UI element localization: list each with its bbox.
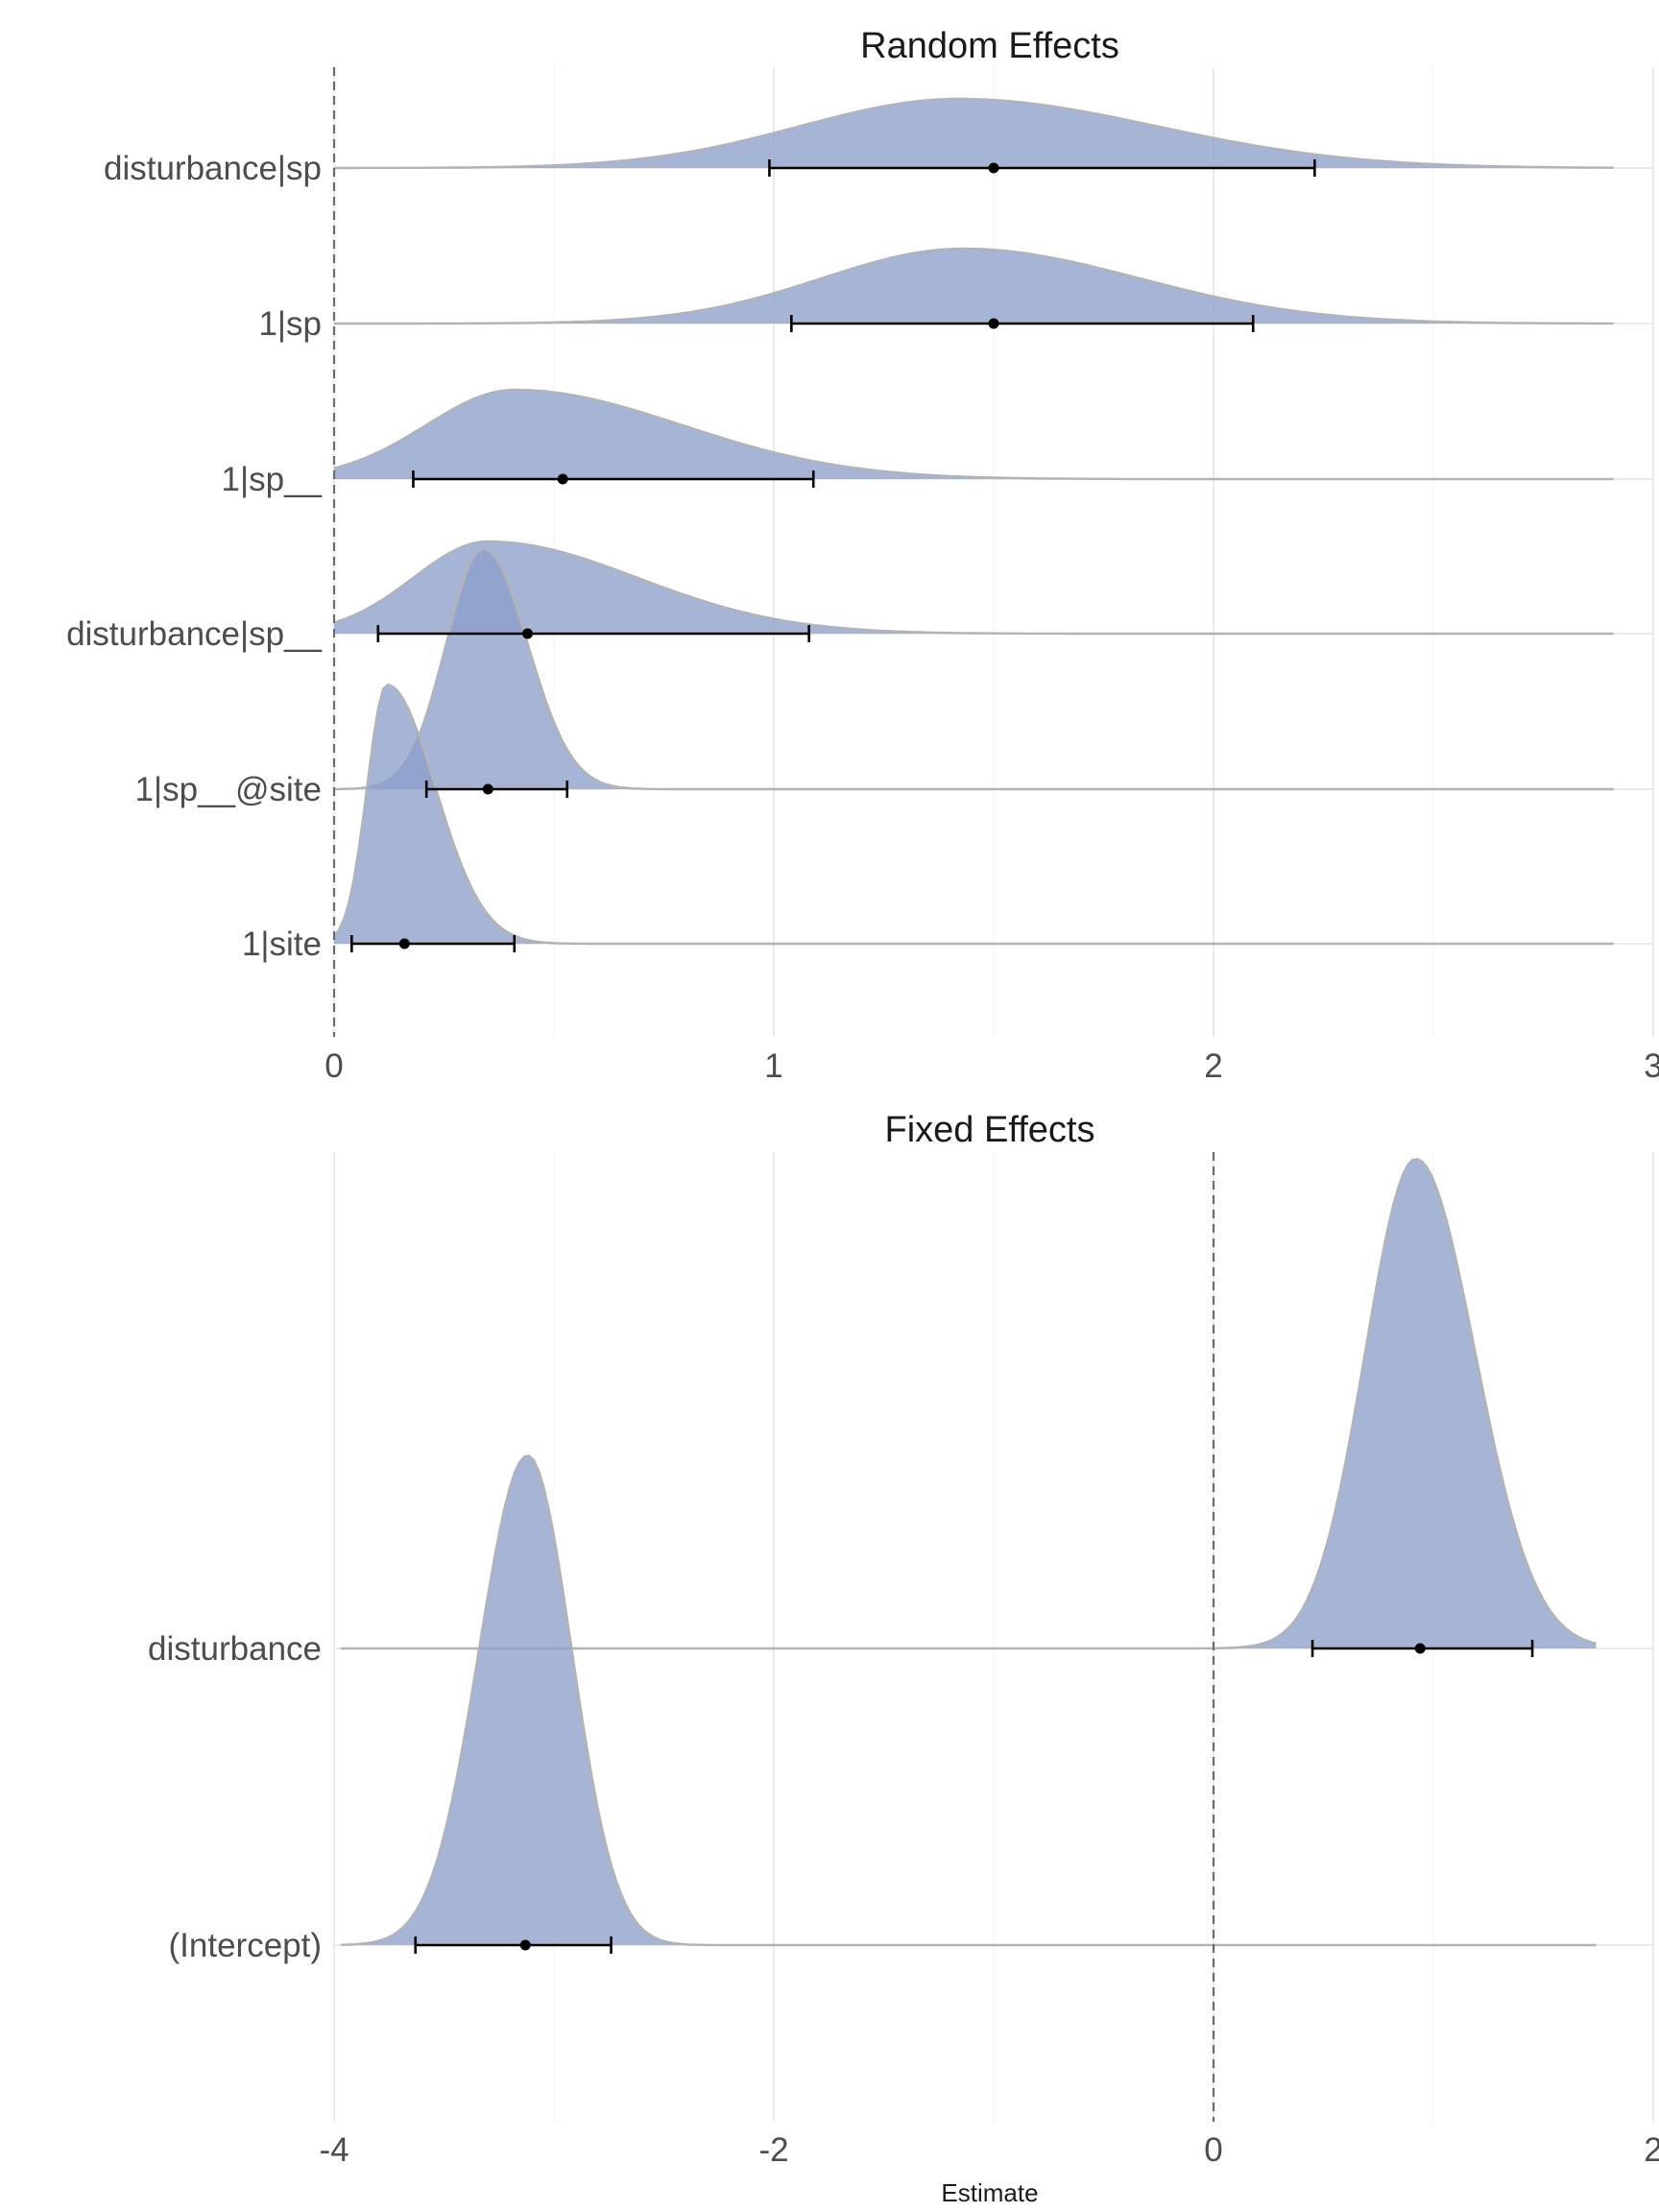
x-tick-label: 2 — [1644, 2131, 1659, 2169]
density-outline-intercept — [340, 1455, 1597, 1947]
x-tick-label: 0 — [325, 1047, 343, 1085]
density-outline-1-sp — [334, 247, 1614, 325]
estimate-point-1-sp-site — [482, 783, 493, 795]
estimate-point-disturbance-sp — [988, 162, 999, 174]
estimate-point-disturbance-sp — [522, 628, 534, 639]
estimate-point-disturbance — [1414, 1643, 1426, 1654]
estimate-point-intercept — [519, 1939, 531, 1951]
x-tick-label: 1 — [764, 1047, 782, 1085]
panel-random-effects: disturbance|sp 1|sp 1|sp__ disturbance|sp__… — [66, 67, 1659, 1085]
density-ridge-disturbance — [340, 1159, 1597, 1648]
x-tick-label: -2 — [758, 2131, 788, 2169]
density-outline-1-site — [333, 683, 1614, 946]
category-label-disturbance-sp: disturbance|sp__ — [66, 615, 322, 653]
density-ridge-disturbance-sp — [334, 541, 1614, 634]
category-label-1-sp: 1|sp__ — [222, 461, 323, 498]
fixed-effects-title: Fixed Effects — [885, 1110, 1095, 1150]
density-ridge-1-sp-site — [334, 548, 1614, 789]
category-label-1-sp: 1|sp — [258, 305, 322, 343]
category-label-intercept: (Intercept) — [169, 1927, 323, 1964]
category-label-1-sp-site: 1|sp__@site — [135, 771, 322, 808]
x-tick-label: 0 — [1204, 2131, 1222, 2169]
x-tick-label: 3 — [1644, 1047, 1659, 1085]
category-label-disturbance: disturbance — [148, 1630, 322, 1668]
estimate-point-1-site — [398, 938, 410, 950]
category-label-1-site: 1|site — [242, 926, 322, 963]
x-tick-label: 2 — [1204, 1047, 1222, 1085]
density-ridge-intercept — [340, 1455, 1597, 1945]
density-outline-disturbance-sp — [334, 97, 1614, 170]
density-ridge-1-sp — [334, 390, 1614, 479]
density-ridge-1-sp — [334, 249, 1614, 324]
random-effects-title: Random Effects — [860, 26, 1119, 66]
density-outline-1-sp — [333, 388, 1614, 481]
x-tick-label: -4 — [319, 2131, 349, 2169]
x-axis-title: Estimate — [941, 2178, 1038, 2207]
density-outline-1-sp-site — [334, 547, 1614, 791]
estimate-point-1-sp — [557, 473, 568, 485]
panel-fixed-effects: disturbance (Intercept) -4 -2 0 2 — [148, 1152, 1659, 2169]
density-ridge-disturbance-sp — [334, 99, 1614, 168]
estimate-point-1-sp — [988, 318, 999, 329]
category-label-disturbance-sp: disturbance|sp — [104, 150, 322, 187]
density-outline-disturbance-sp — [333, 540, 1614, 636]
density-ridge-1-site — [334, 685, 1614, 944]
